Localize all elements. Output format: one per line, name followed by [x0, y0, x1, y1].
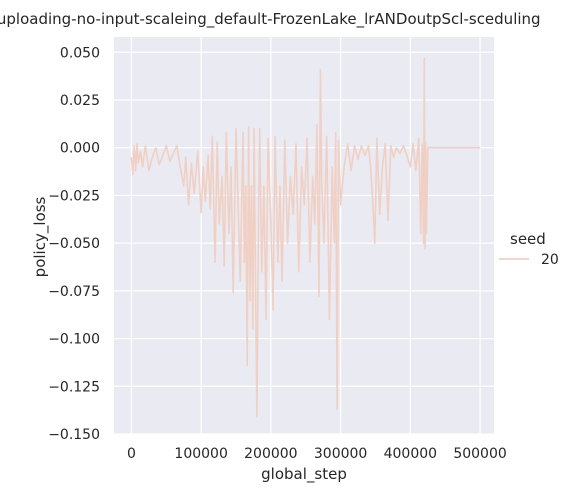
x-axis-label: global_step — [261, 465, 347, 484]
y-tick-label: 0.025 — [60, 93, 100, 109]
y-tick-labels: 0.050 0.025 0.000 −0.025 −0.050 −0.075 −0.100 −… — [48, 45, 100, 443]
x-tick-label: 200000 — [244, 446, 297, 462]
x-tick-label: 300000 — [314, 446, 367, 462]
x-tick-label: 0 — [127, 446, 136, 462]
y-tick-label: −0.075 — [48, 284, 100, 300]
y-tick-label: −0.150 — [48, 427, 100, 443]
x-tick-label: 400000 — [384, 446, 437, 462]
legend-entry-label: 20 — [541, 252, 559, 268]
y-tick-label: 0.050 — [60, 45, 100, 61]
y-tick-label: −0.125 — [48, 379, 100, 395]
x-tick-label: 500000 — [453, 446, 506, 462]
y-tick-label: −0.050 — [48, 236, 100, 252]
x-tick-labels: 0 100000 200000 300000 400000 500000 — [127, 446, 507, 462]
series-line-20 — [130, 57, 481, 418]
plot-area — [114, 37, 494, 434]
legend: seed 20 — [499, 230, 559, 268]
x-tick-label: 100000 — [174, 446, 227, 462]
legend-title: seed — [510, 230, 546, 248]
chart-title: no-reuploading-no-input-scaleing_default… — [0, 10, 541, 29]
y-tick-label: −0.100 — [48, 332, 100, 348]
y-tick-label: 0.000 — [60, 141, 100, 157]
y-tick-label: −0.025 — [48, 188, 100, 204]
y-axis-label: policy_loss — [31, 197, 50, 278]
gridlines — [114, 37, 494, 435]
data-series — [130, 57, 481, 418]
